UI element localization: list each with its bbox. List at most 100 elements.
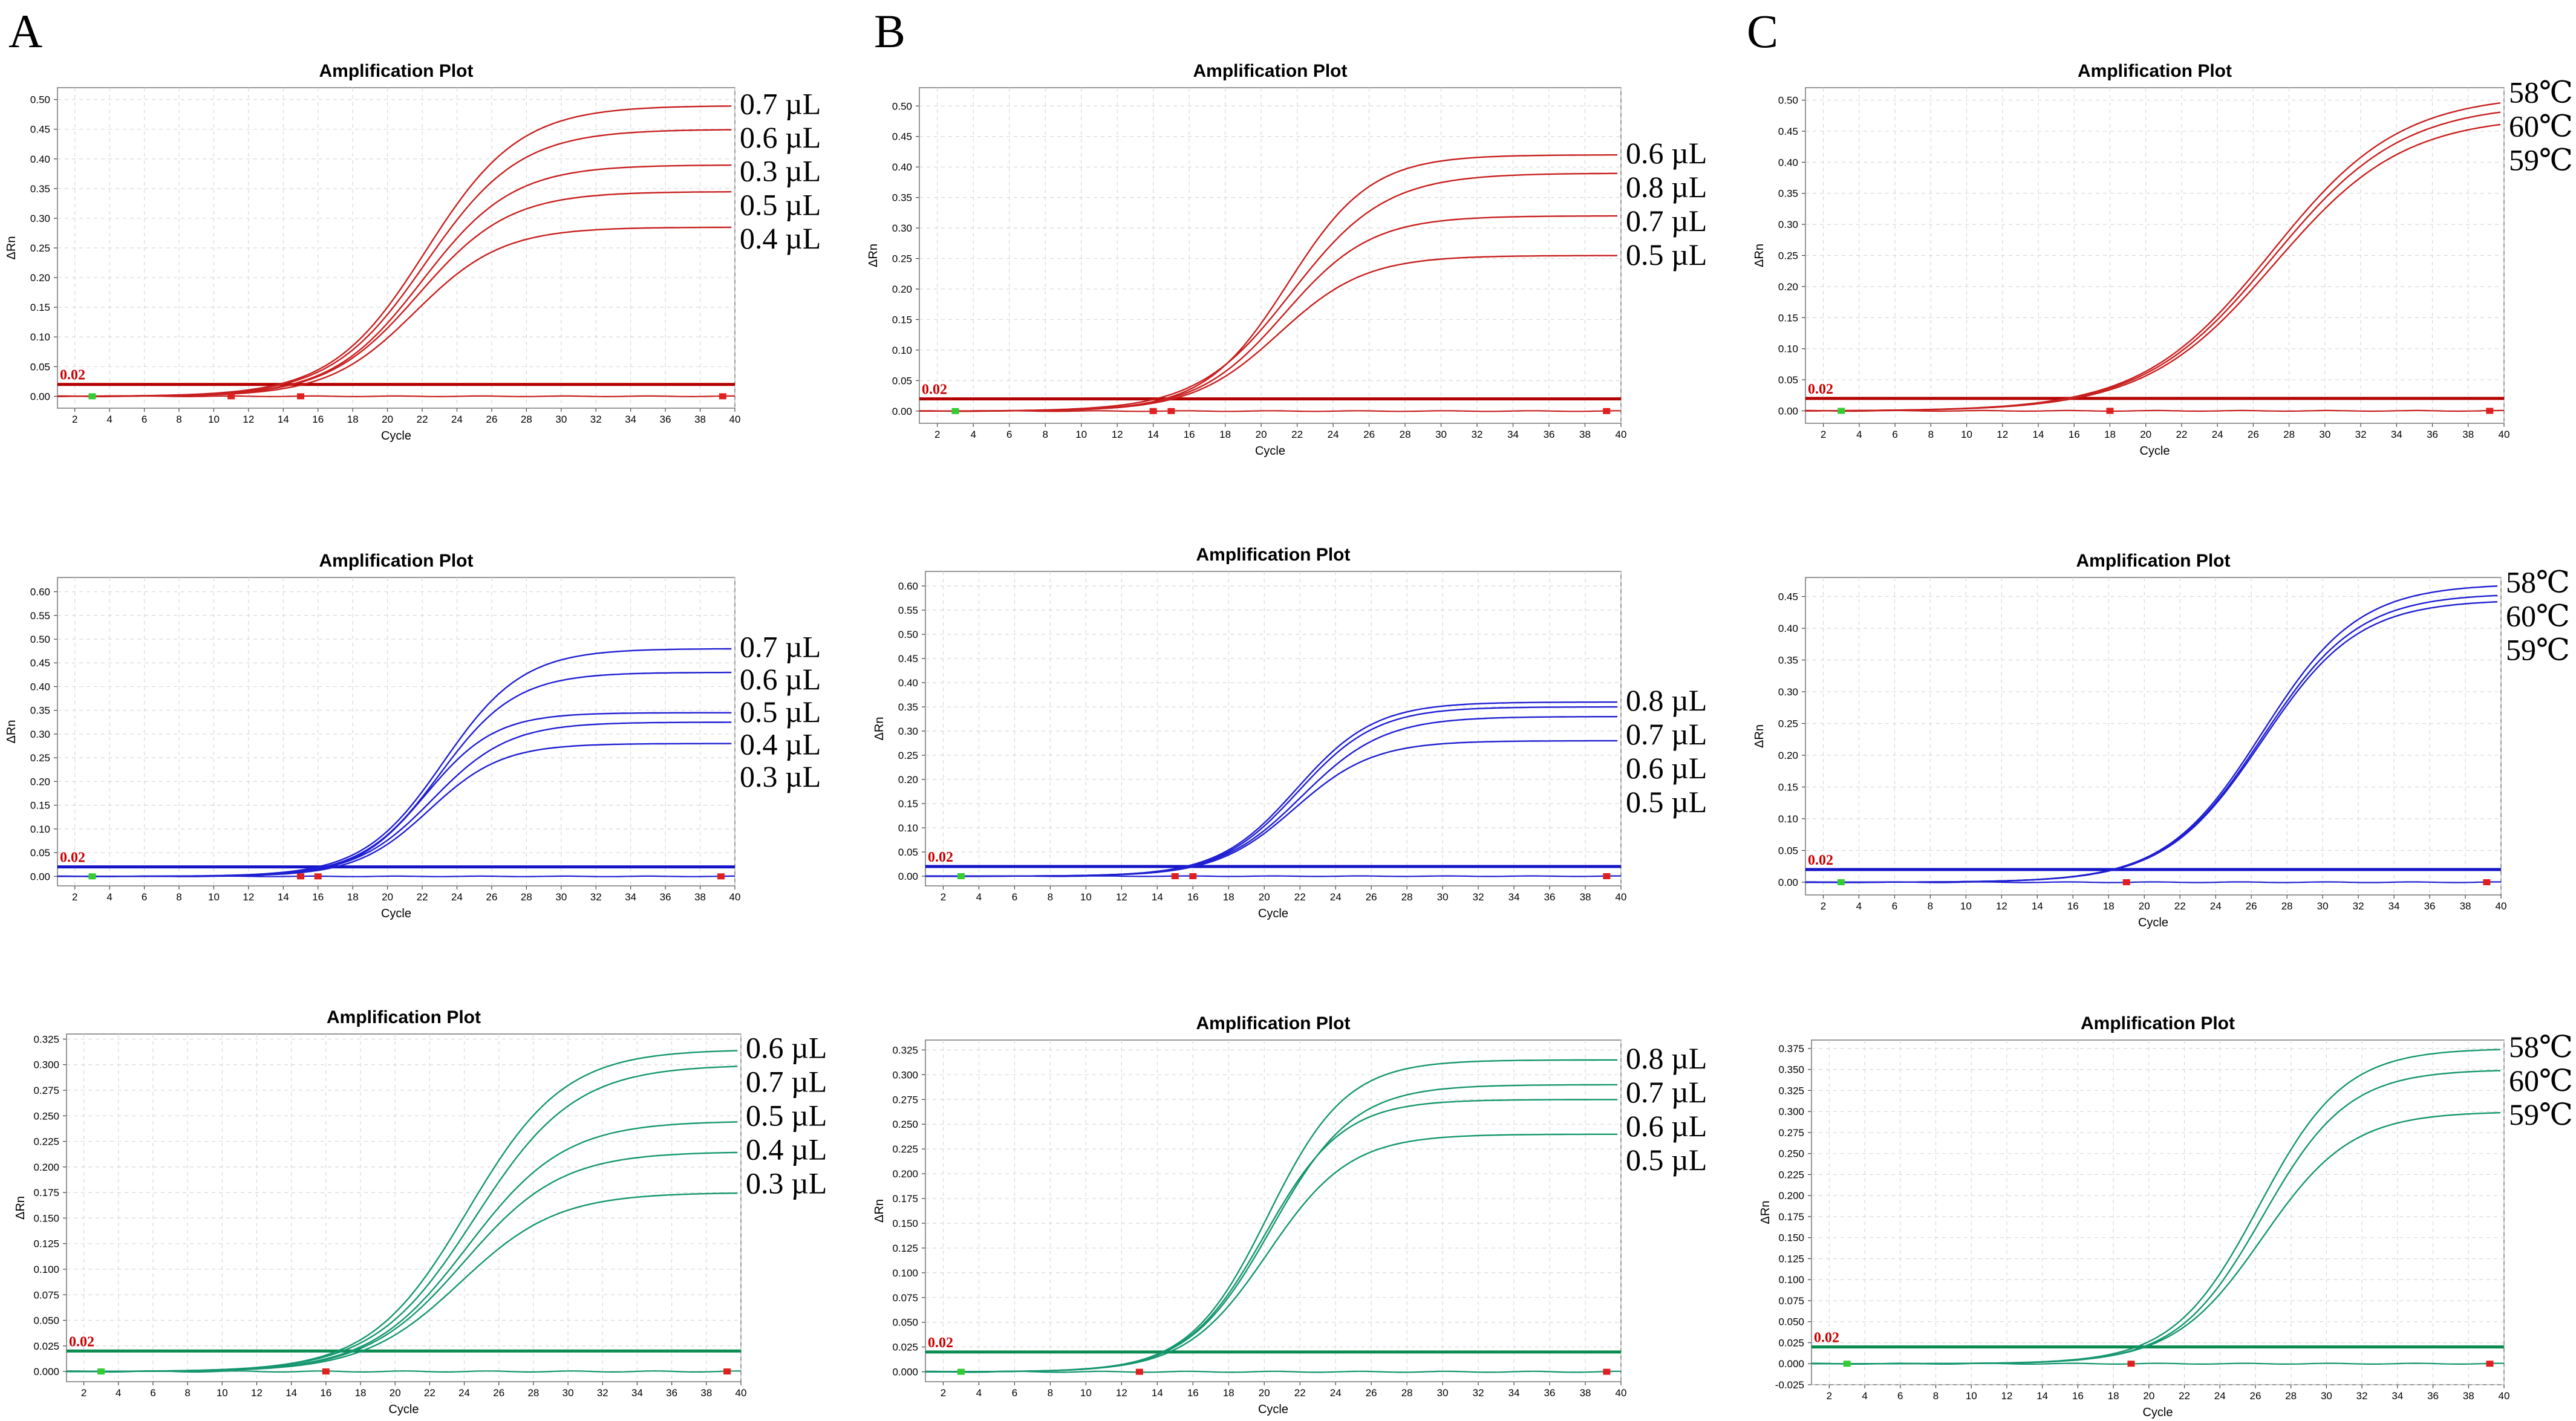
- chart-b2-y-tick-label: 0.10: [898, 822, 918, 834]
- chart-a1-series-label: 0.4 µL: [740, 221, 821, 255]
- chart-b2-series-label: 0.8 µL: [1626, 683, 1707, 717]
- chart-a1-x-tick-label: 8: [176, 414, 181, 425]
- chart-a2-end-marker[interactable]: [717, 873, 725, 880]
- chart-a1-x-tick-label: 38: [694, 414, 706, 425]
- chart-a1-grid: [57, 88, 735, 408]
- chart-b3-end-marker[interactable]: [1603, 1368, 1611, 1375]
- chart-a3-threshold-label: 0.02: [69, 1334, 94, 1350]
- chart-a2-end-marker[interactable]: [314, 873, 322, 880]
- chart-a3-x-tick-label: 6: [150, 1387, 155, 1399]
- chart-a2-series-label: 0.3 µL: [740, 759, 821, 793]
- chart-a1-series-label: 0.5 µL: [740, 187, 821, 221]
- chart-b3-y-tick-label: 0.175: [892, 1193, 918, 1205]
- chart-b1-x-tick-label: 24: [1328, 429, 1339, 440]
- chart-a2-plot-area: [57, 577, 735, 886]
- chart-c2-x-tick-label: 4: [1856, 900, 1862, 912]
- chart-c2-end-marker[interactable]: [2483, 879, 2491, 885]
- chart-b2-x-tick-label: 32: [1473, 891, 1484, 903]
- chart-grid: 2 4 6 8 10 12 14 16 18 20 22 24 26 28 30 32 34 36 38 400.00…: [5, 61, 2573, 1419]
- chart-c3: 2 4 6 8 10 12 14 16 18 20 22 24 26 28 30 32 34 36 38 40-0.0…: [1759, 1013, 2573, 1419]
- chart-c1-x-tick-label: 4: [1856, 429, 1862, 440]
- chart-c2-end-marker[interactable]: [2122, 879, 2130, 885]
- chart-b1-x-tick-label: 28: [1400, 429, 1411, 440]
- chart-c2-threshold-label: 0.02: [1808, 853, 1833, 868]
- chart-a2-series-label: 0.5 µL: [740, 695, 821, 729]
- chart-b1-end-marker[interactable]: [1149, 408, 1157, 414]
- chart-c2-start-marker[interactable]: [1837, 879, 1845, 885]
- chart-b2-end-marker[interactable]: [1171, 873, 1179, 879]
- chart-a2-x-axis-label: Cycle: [381, 907, 411, 920]
- chart-c3-series-label: 58℃: [2509, 1030, 2573, 1064]
- chart-b2-end-marker[interactable]: [1603, 873, 1611, 879]
- panel-letter-a: A: [8, 5, 42, 57]
- chart-a2-y-tick-label: 0.55: [30, 610, 50, 622]
- chart-c1-x-tick-label: 24: [2212, 429, 2223, 440]
- chart-c1-start-marker[interactable]: [1837, 408, 1845, 414]
- chart-a3-start-marker[interactable]: [97, 1368, 105, 1375]
- chart-c2-x-tick-label: 2: [1821, 900, 1826, 912]
- chart-b3-y-tick-label: 0.025: [892, 1342, 918, 1353]
- chart-c1-x-tick-label: 28: [2283, 429, 2295, 440]
- chart-b2-threshold-label: 0.02: [928, 850, 953, 865]
- chart-c3-y-tick-label: 0.175: [1778, 1211, 1804, 1223]
- chart-a3-end-marker[interactable]: [322, 1368, 330, 1375]
- chart-b2-title: Amplification Plot: [1196, 545, 1351, 565]
- chart-a3-y-tick-label: 0.000: [33, 1366, 59, 1377]
- chart-c2-x-tick-label: 36: [2424, 900, 2436, 912]
- chart-a1-end-marker[interactable]: [719, 393, 726, 400]
- chart-b2-x-tick-label: 4: [976, 891, 982, 903]
- chart-c3-x-tick-label: 40: [2499, 1390, 2510, 1402]
- chart-b1: 2 4 6 8 10 12 14 16 18 20 22 24 26 28 30 32 34 36 38 400.00…: [867, 61, 1707, 458]
- chart-b3-x-tick-label: 8: [1048, 1387, 1053, 1399]
- chart-b3-y-axis-label: ΔRn: [873, 1199, 886, 1223]
- chart-b1-start-marker[interactable]: [951, 408, 959, 414]
- chart-a1-end-marker[interactable]: [297, 393, 305, 400]
- chart-b3-y-tick-label: 0.200: [892, 1168, 918, 1180]
- chart-b3-x-tick-label: 12: [1116, 1387, 1127, 1399]
- chart-a3-x-tick-label: 24: [458, 1387, 470, 1399]
- chart-c1-x-tick-label: 36: [2427, 429, 2438, 440]
- chart-c3-x-tick-label: 30: [2321, 1390, 2332, 1402]
- chart-c3-start-marker[interactable]: [1843, 1361, 1851, 1367]
- chart-c3-end-marker[interactable]: [2127, 1361, 2135, 1367]
- chart-a3-y-tick-label: 0.050: [33, 1315, 59, 1327]
- chart-b1-y-tick-label: 0.40: [892, 161, 912, 173]
- chart-a1-start-marker[interactable]: [88, 393, 96, 400]
- chart-a3-end-marker[interactable]: [723, 1368, 731, 1375]
- chart-c1-end-marker[interactable]: [2486, 408, 2494, 414]
- chart-a2-y-tick-label: 0.30: [30, 729, 50, 740]
- chart-c2-title: Amplification Plot: [2076, 551, 2231, 571]
- chart-a3-x-tick-label: 18: [355, 1387, 367, 1399]
- chart-a2-x-tick-label: 40: [729, 891, 741, 903]
- chart-b3-start-marker[interactable]: [957, 1368, 965, 1375]
- chart-a1-y-tick-label: 0.30: [30, 213, 50, 224]
- chart-c1-end-marker[interactable]: [2106, 408, 2114, 414]
- chart-a1-x-tick-label: 4: [106, 414, 112, 425]
- chart-b3-title: Amplification Plot: [1196, 1013, 1351, 1033]
- chart-b3-end-marker[interactable]: [1135, 1368, 1143, 1375]
- chart-c2-series-label: 60℃: [2506, 599, 2570, 633]
- chart-b1-end-marker[interactable]: [1603, 408, 1611, 414]
- chart-b1-x-tick-label: 14: [1147, 429, 1159, 440]
- chart-a3-x-tick-label: 30: [562, 1387, 574, 1399]
- chart-b3-y-tick-label: 0.325: [892, 1044, 918, 1056]
- chart-a3: 2 4 6 8 10 12 14 16 18 20 22 24 26 28 30 32 34 36 38 400.00…: [14, 1007, 827, 1416]
- chart-a2-y-tick-label: 0.25: [30, 752, 50, 764]
- chart-b1-end-marker[interactable]: [1167, 408, 1175, 414]
- chart-a2-start-marker[interactable]: [88, 873, 96, 880]
- chart-a2-x-tick-label: 32: [590, 891, 602, 903]
- chart-b2-y-tick-label: 0.60: [898, 580, 918, 592]
- chart-b2-end-marker[interactable]: [1189, 873, 1197, 879]
- chart-c2-x-axis-label: Cycle: [2138, 916, 2168, 929]
- chart-a1-x-axis-label: Cycle: [381, 429, 411, 443]
- chart-b2-start-marker[interactable]: [957, 873, 965, 879]
- chart-a2-end-marker[interactable]: [297, 873, 305, 880]
- chart-a1-series-label: 0.6 µL: [740, 120, 821, 154]
- chart-a3-x-tick-label: 34: [631, 1387, 643, 1399]
- chart-a1-end-marker[interactable]: [227, 393, 235, 400]
- chart-c2-y-tick-label: 0.10: [1778, 813, 1798, 825]
- chart-a2-x-tick-label: 16: [312, 891, 324, 903]
- chart-b1-x-tick-label: 8: [1042, 429, 1048, 440]
- chart-c3-end-marker[interactable]: [2486, 1361, 2494, 1367]
- chart-c3-x-tick-label: 32: [2356, 1390, 2368, 1402]
